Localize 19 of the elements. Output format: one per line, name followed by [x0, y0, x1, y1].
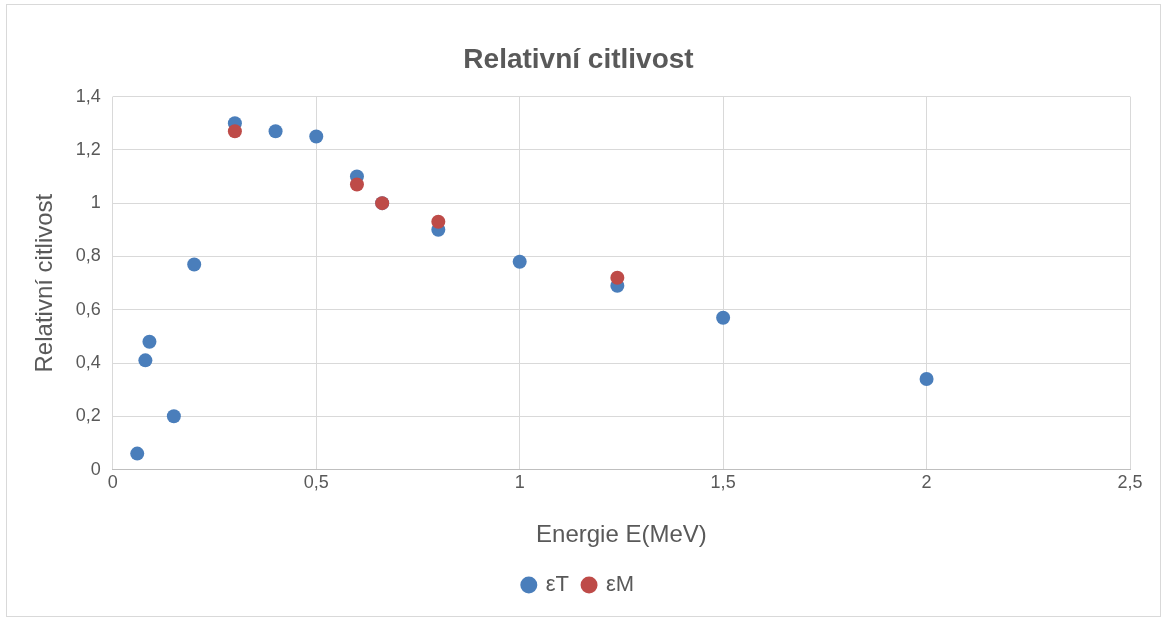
y-tick-label: 1,2 — [75, 138, 101, 159]
x-tick-label: 1,5 — [710, 472, 736, 493]
y-tick-label: 1 — [90, 192, 101, 213]
y-tick-label: 0,6 — [75, 298, 101, 319]
y-tick-label: 0,8 — [75, 245, 101, 266]
x-tick-label: 1 — [514, 472, 525, 493]
x-tick-label: 2 — [921, 472, 932, 493]
y-tick-label: 1,4 — [75, 85, 101, 106]
legend-label: εM — [606, 571, 635, 597]
y-tick-label: 0,2 — [75, 405, 101, 426]
x-tick-label: 0,5 — [303, 472, 329, 493]
y-axis-title: Relativní citlivost — [30, 193, 58, 373]
legend-label: εT — [545, 571, 570, 597]
x-tick-label: 2,5 — [1117, 472, 1143, 493]
chart-title: Relativní citlivost — [463, 42, 694, 74]
x-tick-label: 0 — [107, 472, 118, 493]
x-axis-title: Energie E(MeV) — [536, 520, 707, 548]
y-tick-label: 0 — [90, 458, 101, 479]
y-tick-label: 0,4 — [75, 352, 101, 372]
